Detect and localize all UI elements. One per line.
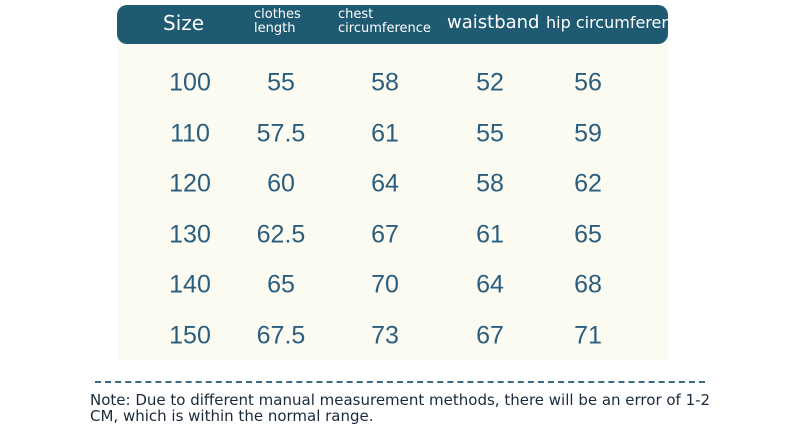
table-cell: 67.5	[256, 321, 306, 350]
table-cell: 52	[476, 68, 504, 97]
table-cell: 60	[267, 169, 295, 198]
header-cell: Size	[163, 11, 205, 35]
table-cell: 110	[170, 119, 210, 148]
table-cell: 140	[169, 270, 211, 299]
table-cell: 67	[476, 321, 504, 350]
table-cell: 130	[169, 220, 211, 249]
table-cell: 71	[574, 321, 602, 350]
table-cell: 120	[169, 169, 211, 198]
table-cell: 67	[371, 220, 399, 249]
table-cell: 61	[371, 119, 399, 148]
table-cell: 150	[169, 321, 211, 350]
header-cell: chest circumference	[338, 7, 431, 36]
note: Note: Due to different manual measuremen…	[90, 391, 711, 425]
table-cell: 58	[371, 68, 399, 97]
table-cell: 65	[574, 220, 602, 249]
table-cell: 64	[371, 169, 399, 198]
table-header: Size clothes length chest circumference …	[117, 5, 668, 44]
table-cell: 73	[371, 321, 399, 350]
table-cell: 62.5	[256, 220, 306, 249]
header-cell: hip circumferen	[546, 13, 668, 32]
table-cell: 70	[371, 270, 399, 299]
header-cell: clothes length	[254, 7, 301, 36]
table-cell: 57.5	[256, 119, 306, 148]
table-cell: 62	[574, 169, 602, 198]
header-cell: waistband	[447, 12, 540, 33]
table-cell: 61	[476, 220, 504, 249]
table-cell: 68	[574, 270, 602, 299]
table-cell: 100	[169, 68, 211, 97]
table-cell: 65	[267, 270, 295, 299]
table-cell: 55	[267, 68, 295, 97]
table-panel	[117, 30, 668, 360]
table-cell: 55	[476, 119, 504, 148]
table-cell: 58	[476, 169, 504, 198]
table-cell: 64	[476, 270, 504, 299]
table-cell: 59	[574, 119, 602, 148]
table-cell: 56	[574, 68, 602, 97]
separator	[95, 381, 705, 383]
